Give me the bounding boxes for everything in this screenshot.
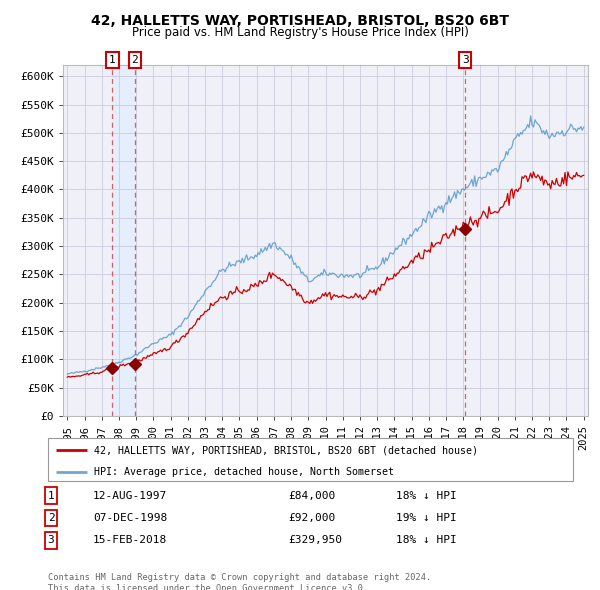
Text: 3: 3 bbox=[462, 55, 469, 65]
FancyBboxPatch shape bbox=[48, 438, 573, 481]
Text: 1: 1 bbox=[109, 55, 116, 65]
Text: 07-DEC-1998: 07-DEC-1998 bbox=[93, 513, 167, 523]
Text: 12-AUG-1997: 12-AUG-1997 bbox=[93, 491, 167, 500]
Text: 15-FEB-2018: 15-FEB-2018 bbox=[93, 536, 167, 545]
Text: 2: 2 bbox=[47, 513, 55, 523]
Text: £84,000: £84,000 bbox=[288, 491, 335, 500]
Text: 18% ↓ HPI: 18% ↓ HPI bbox=[396, 536, 457, 545]
Text: 42, HALLETTS WAY, PORTISHEAD, BRISTOL, BS20 6BT: 42, HALLETTS WAY, PORTISHEAD, BRISTOL, B… bbox=[91, 14, 509, 28]
Text: 19% ↓ HPI: 19% ↓ HPI bbox=[396, 513, 457, 523]
Text: 1: 1 bbox=[47, 491, 55, 500]
Bar bbox=[112, 65, 135, 416]
Text: 42, HALLETTS WAY, PORTISHEAD, BRISTOL, BS20 6BT (detached house): 42, HALLETTS WAY, PORTISHEAD, BRISTOL, B… bbox=[94, 445, 478, 455]
Text: Price paid vs. HM Land Registry's House Price Index (HPI): Price paid vs. HM Land Registry's House … bbox=[131, 26, 469, 39]
Text: 18% ↓ HPI: 18% ↓ HPI bbox=[396, 491, 457, 500]
Text: 3: 3 bbox=[47, 536, 55, 545]
Text: Contains HM Land Registry data © Crown copyright and database right 2024.
This d: Contains HM Land Registry data © Crown c… bbox=[48, 573, 431, 590]
Text: HPI: Average price, detached house, North Somerset: HPI: Average price, detached house, Nort… bbox=[94, 467, 394, 477]
Text: £329,950: £329,950 bbox=[288, 536, 342, 545]
Text: 2: 2 bbox=[131, 55, 138, 65]
Text: £92,000: £92,000 bbox=[288, 513, 335, 523]
